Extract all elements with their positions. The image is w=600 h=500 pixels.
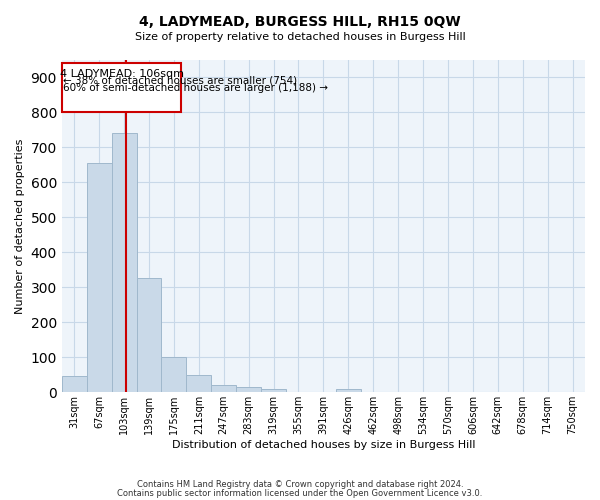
Text: ← 38% of detached houses are smaller (754): ← 38% of detached houses are smaller (75… xyxy=(63,76,297,86)
Text: 60% of semi-detached houses are larger (1,188) →: 60% of semi-detached houses are larger (… xyxy=(63,84,328,94)
Text: Contains public sector information licensed under the Open Government Licence v3: Contains public sector information licen… xyxy=(118,489,482,498)
Bar xyxy=(211,384,236,392)
Bar xyxy=(187,375,211,392)
Bar xyxy=(87,163,112,392)
Text: Size of property relative to detached houses in Burgess Hill: Size of property relative to detached ho… xyxy=(134,32,466,42)
Bar xyxy=(112,134,137,392)
Bar xyxy=(261,389,286,392)
Text: 4 LADYMEAD: 106sqm: 4 LADYMEAD: 106sqm xyxy=(59,68,184,78)
Bar xyxy=(62,376,87,392)
Y-axis label: Number of detached properties: Number of detached properties xyxy=(15,138,25,314)
Bar xyxy=(236,388,261,392)
X-axis label: Distribution of detached houses by size in Burgess Hill: Distribution of detached houses by size … xyxy=(172,440,475,450)
FancyBboxPatch shape xyxy=(62,64,181,112)
Bar xyxy=(137,278,161,392)
Text: Contains HM Land Registry data © Crown copyright and database right 2024.: Contains HM Land Registry data © Crown c… xyxy=(137,480,463,489)
Bar xyxy=(161,358,187,392)
Text: 4, LADYMEAD, BURGESS HILL, RH15 0QW: 4, LADYMEAD, BURGESS HILL, RH15 0QW xyxy=(139,15,461,29)
Bar xyxy=(336,389,361,392)
